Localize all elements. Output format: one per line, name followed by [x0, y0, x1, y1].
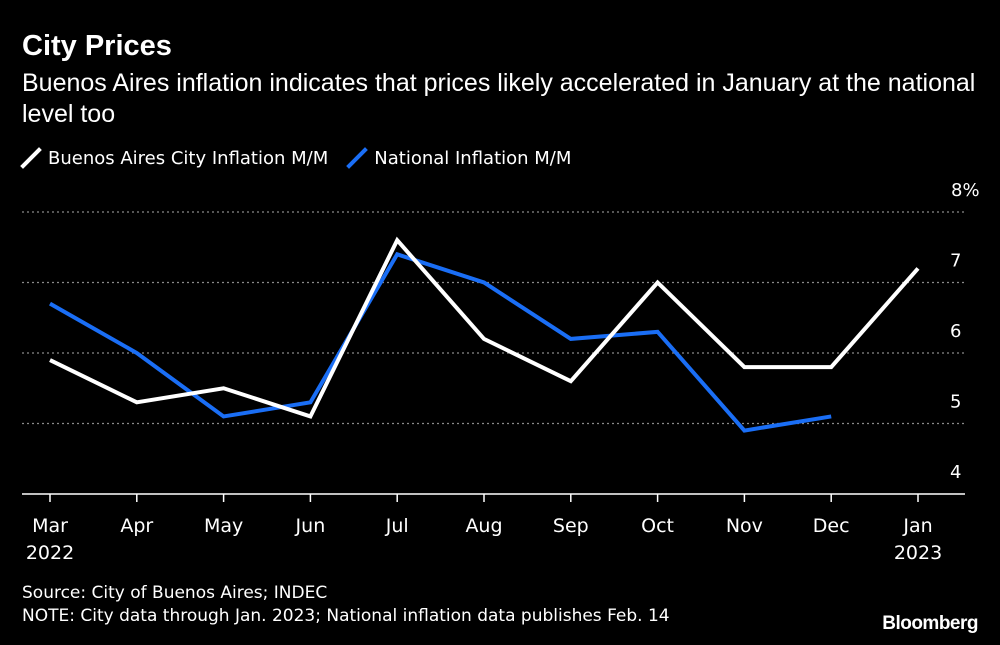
legend-swatch-national: [346, 147, 369, 169]
y-tick-label-7: 7: [950, 251, 961, 272]
y-tick-label-4: 4: [950, 462, 961, 483]
x-tick-label-apr: Apr: [120, 515, 153, 537]
x-tick-sublabel-2023: 2023: [894, 542, 942, 564]
y-tick-label-6: 6: [950, 321, 961, 342]
legend-label-national: National Inflation M/M: [374, 147, 572, 169]
x-tick-label-nov: Nov: [726, 515, 763, 537]
legend-swatch-city: [20, 147, 42, 169]
x-axis-labels: Mar 2022 Apr May Jun Jul Aug Sep Oct Nov Dec Jan 202…: [26, 515, 942, 564]
data-note: NOTE: City data through Jan. 2023; Natio…: [22, 606, 670, 626]
x-tick-sublabel-2022: 2022: [26, 542, 74, 564]
legend-item-city: Buenos Aires City Inflation M/M: [20, 147, 328, 169]
bloomberg-logo: Bloomberg: [882, 613, 978, 634]
x-axis: [22, 493, 965, 502]
x-tick-label-jan: Jan: [902, 515, 932, 537]
chart-legend: Buenos Aires City Inflation M/M National…: [20, 147, 589, 169]
x-tick-label-jul: Jul: [385, 515, 409, 537]
chart-footer: Source: City of Buenos Aires; INDEC NOTE…: [22, 582, 670, 628]
x-tick-label-mar: Mar: [32, 515, 68, 537]
y-tick-label-5: 5: [950, 392, 961, 413]
x-tick-label-oct: Oct: [641, 515, 674, 537]
chart-subtitle: Buenos Aires inflation indicates that pr…: [22, 69, 976, 128]
series-layer: [49, 236, 920, 433]
chart-title: City Prices: [22, 30, 172, 62]
x-tick-label-sep: Sep: [553, 515, 589, 537]
legend-item-national: National Inflation M/M: [346, 147, 571, 169]
x-tick-label-may: May: [204, 515, 243, 537]
legend-label-city: Buenos Aires City Inflation M/M: [48, 147, 329, 169]
x-tick-label-jun: Jun: [295, 515, 326, 537]
y-tick-label-8: 8%: [951, 180, 980, 201]
series-line-national: [49, 251, 832, 433]
source-note: Source: City of Buenos Aires; INDEC: [22, 583, 328, 603]
x-tick-label-aug: Aug: [465, 515, 502, 537]
x-tick-label-dec: Dec: [813, 515, 850, 537]
grid-layer: [22, 211, 965, 425]
series-line-city: [49, 236, 920, 419]
y-axis-labels: 4 5 6 7 8%: [950, 180, 980, 483]
